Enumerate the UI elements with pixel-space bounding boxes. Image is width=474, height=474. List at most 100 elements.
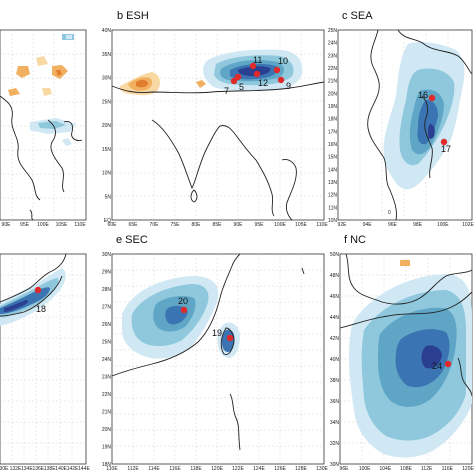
station-5-marker: [234, 73, 242, 81]
x-tick-label: 114E: [148, 466, 160, 472]
map-d-x-ticks: 30E 132E 134E 136E 138E 140E 142E 144E: [0, 466, 90, 472]
y-tick-label: 30N: [102, 252, 112, 258]
y-tick-label: 40N: [330, 357, 340, 363]
station-17-marker: [440, 138, 448, 146]
y-tick-label: 20N: [328, 91, 338, 97]
y-tick-label: 25N: [328, 28, 338, 34]
x-tick-label: 132E: [10, 466, 22, 472]
y-tick-label: 32N: [330, 441, 340, 447]
y-tick-label: 16N: [328, 142, 338, 148]
y-tick-label: 29N: [102, 270, 112, 276]
x-tick-label: 65E: [129, 222, 139, 228]
map-b-coastline-east: [255, 159, 275, 217]
x-tick-label: 105E: [56, 222, 68, 228]
station-19-marker: [226, 334, 234, 342]
map-d-coastline-south: [0, 275, 63, 317]
y-tick-label: 18N: [102, 462, 112, 468]
map-a-blue-small: [62, 138, 72, 146]
map-e-island: [301, 267, 305, 275]
x-tick-label: 122E: [232, 466, 244, 472]
map-panel-c: c SEA 16 17 0 92E 94E 96E 98E 100E 102E 10N 11…: [328, 10, 474, 228]
map-a-orange-core: [56, 70, 62, 76]
map-a-orange-patch-2: [36, 56, 48, 66]
panel-f-title: f NC: [344, 234, 366, 246]
station-24-marker: [444, 360, 452, 368]
x-tick-label: 138E: [44, 466, 56, 472]
y-tick-label: 27N: [102, 305, 112, 311]
x-tick-label: 112E: [127, 466, 139, 472]
x-tick-label: 105E: [295, 222, 307, 228]
map-d-blue-darkest: [4, 300, 29, 312]
x-tick-label: 96E: [388, 222, 398, 228]
map-f-coastline: [457, 357, 473, 397]
map-f-blue-darkest: [421, 345, 442, 369]
station-16-label: 16: [418, 90, 428, 100]
map-a-coastline-2: [47, 119, 65, 193]
station-24-label: 24: [432, 361, 442, 371]
x-tick-label: 100E: [274, 222, 286, 228]
x-tick-label: 110E: [106, 466, 118, 472]
station-18-label: 18: [36, 304, 46, 314]
x-tick-label: 134E: [21, 466, 33, 472]
y-tick-label: 13N: [328, 180, 338, 186]
y-tick-label: 21N: [102, 410, 112, 416]
x-tick-label: 140E: [55, 466, 67, 472]
y-tick-label: 28N: [102, 287, 112, 293]
map-b-svg: 7 5 11 10 12 9 60E 65E 70E 75E 80E 85E 90E 95E 1…: [102, 28, 329, 228]
map-d-svg: 18 30E 132E 134E 136E 138E 140E 142E 144E: [0, 253, 90, 472]
station-9-marker: [277, 76, 285, 84]
x-tick-label: 75E: [171, 222, 181, 228]
x-tick-label: 128E: [295, 466, 307, 472]
station-12-label: 12: [258, 78, 268, 88]
x-tick-label: 95E: [20, 222, 30, 228]
y-tick-label: 23N: [102, 375, 112, 381]
y-tick-label: 48N: [330, 273, 340, 279]
x-tick-label: 112E: [421, 466, 433, 472]
map-b-y-ticks: EQ 5N 10N 15N 20N 25N 30N 35N 40N: [102, 28, 112, 224]
y-tick-label: 26N: [102, 322, 112, 328]
y-tick-label: 25N: [102, 340, 112, 346]
x-tick-label: 90E: [2, 222, 12, 228]
x-tick-label: 98E: [413, 222, 423, 228]
map-c-border-north: [397, 29, 473, 75]
y-tick-label: 12N: [328, 193, 338, 199]
station-5-label: 5: [239, 82, 244, 92]
map-panel-f: f NC 24 96E 100E 104E 108E 112E 116E 120E 30N 3…: [330, 234, 474, 472]
y-tick-label: 42N: [330, 336, 340, 342]
map-d-coastline-north: [0, 253, 67, 303]
x-tick-label: 95E: [255, 222, 265, 228]
map-c-blue-darkest: [428, 124, 435, 139]
station-7-marker: [230, 77, 238, 85]
map-a-orange-patch-5: [42, 88, 52, 96]
map-a-coastline: [0, 95, 41, 201]
x-tick-label: 100E: [37, 222, 49, 228]
map-c-x-ticks: 92E 94E 96E 98E 100E 102E: [338, 222, 474, 228]
map-f-x-ticks: 96E 100E 104E 108E 112E 116E 120E: [340, 466, 474, 472]
map-c-blue-dark: [417, 100, 438, 145]
map-a-orange-patch: [16, 66, 30, 78]
map-e-stations: 20 19: [178, 296, 234, 342]
x-tick-label: 116E: [442, 466, 454, 472]
map-e-y-ticks: 18N 19N 20N 21N 22N 23N 24N 25N 26N 27N 28N 29N 30N: [102, 252, 112, 468]
x-tick-label: 104E: [379, 466, 391, 472]
map-e-coastline: [111, 253, 241, 377]
y-tick-label: 15N: [328, 155, 338, 161]
map-b-border-line: [111, 81, 325, 94]
station-9-label: 9: [286, 81, 291, 91]
y-tick-label: 50N: [330, 252, 340, 258]
x-tick-label: 136E: [32, 466, 44, 472]
x-tick-label: 96E: [340, 466, 350, 472]
y-tick-label: 23N: [328, 53, 338, 59]
map-a-coast-bottom: [29, 209, 34, 221]
map-panel-b: b ESH 7 5: [102, 10, 329, 228]
x-tick-label: 90E: [234, 222, 244, 228]
y-tick-label: 22N: [102, 392, 112, 398]
x-tick-label: 60E: [108, 222, 118, 228]
map-f-y-ticks: 30N 32N 34N 36N 38N 40N 42N 44N 46N 48N 50N: [330, 252, 340, 468]
map-a-blue-patch-inner: [66, 35, 72, 39]
x-tick-label: 94E: [363, 222, 373, 228]
x-tick-label: 110E: [74, 222, 86, 228]
x-tick-label: 142E: [67, 466, 79, 472]
map-e-philippines: [229, 393, 241, 451]
y-tick-label: 14N: [328, 167, 338, 173]
